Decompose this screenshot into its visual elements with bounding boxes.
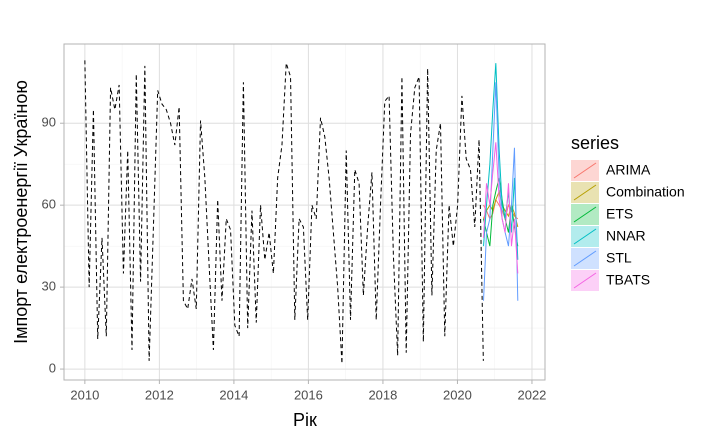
legend-label: Combination	[606, 184, 685, 200]
x-tick-label: 2016	[294, 387, 323, 402]
x-tick-label: 2022	[517, 387, 546, 402]
forecast-line	[483, 142, 519, 274]
forecast-line	[483, 177, 519, 247]
forecast-line	[483, 82, 519, 301]
x-tick-label: 2010	[70, 387, 99, 402]
legend-label: STL	[606, 250, 632, 266]
history-line	[84, 60, 484, 364]
panel-border	[63, 43, 546, 381]
x-tick-label: 2014	[219, 387, 248, 402]
forecast-line	[483, 63, 519, 260]
y-axis-title: Імпорт електроенергії Україною	[11, 80, 31, 344]
legend-key-line	[573, 206, 597, 223]
legend-title: series	[571, 133, 619, 153]
legend-label: NNAR	[606, 228, 646, 244]
legend-label: ARIMA	[606, 162, 651, 178]
y-tick-label: 0	[49, 361, 56, 376]
legend-key-line	[573, 272, 597, 289]
legend-key-line	[573, 162, 597, 179]
x-tick-label: 2018	[368, 387, 397, 402]
legend-label: ETS	[606, 206, 633, 222]
y-tick-label: 30	[42, 279, 56, 294]
y-tick-label: 60	[42, 197, 56, 212]
legend-label: TBATS	[606, 272, 650, 288]
x-tick-label: 2020	[443, 387, 472, 402]
x-tick-label: 2012	[145, 387, 174, 402]
x-axis-title: Рік	[293, 410, 317, 430]
legend-key-line	[573, 250, 597, 267]
legend-key-line	[573, 228, 597, 245]
legend-key-line	[573, 184, 597, 201]
y-tick-label: 90	[42, 115, 56, 130]
